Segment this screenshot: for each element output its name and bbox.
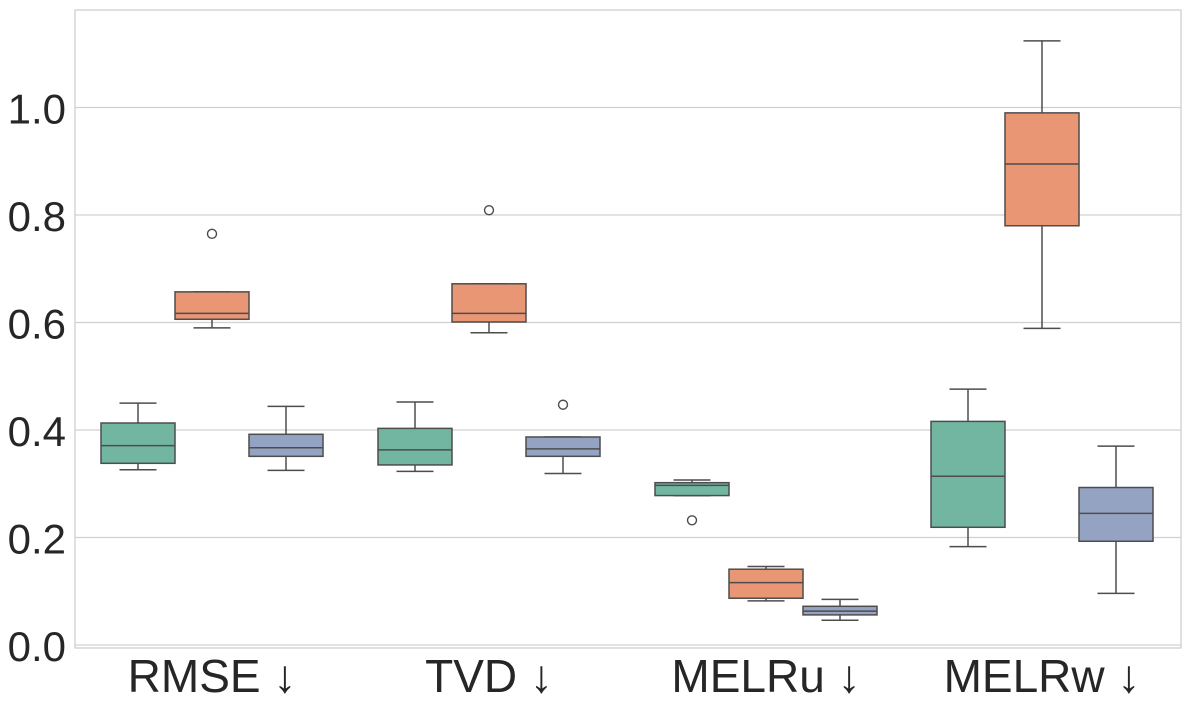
y-tick-label: 0.2: [8, 516, 66, 563]
outlier-point: [557, 399, 569, 410]
box-iqr: [451, 283, 527, 323]
y-axis-ticks: 0.0 0.2 0.4 0.6 0.8 1.0: [8, 86, 66, 671]
box-iqr: [377, 427, 453, 466]
box-iqr: [248, 433, 324, 458]
box-iqr: [100, 422, 176, 465]
box-2-1: [174, 228, 250, 329]
y-tick-label: 0.4: [8, 408, 66, 455]
plot-frame: [74, 9, 1182, 649]
box-3-4: [1078, 445, 1154, 595]
x-tick-label: RMSE ↓: [128, 650, 297, 702]
box-3-2: [525, 399, 601, 475]
x-tick-label: TVD ↓: [425, 650, 553, 702]
grid-layer: [75, 106, 1181, 646]
x-axis-ticks: RMSE ↓ TVD ↓ MELRu ↓ MELRw ↓: [128, 650, 1141, 702]
outlier-point: [206, 228, 218, 240]
x-tick-label: MELRu ↓: [671, 650, 860, 702]
box-iqr: [174, 291, 250, 321]
box-iqr: [1004, 112, 1080, 227]
outlier-point: [483, 204, 495, 216]
outlier-point: [686, 515, 698, 526]
box-1-4: [930, 388, 1006, 548]
box-2-2: [451, 204, 527, 334]
y-tick-label: 1.0: [8, 86, 66, 133]
y-tick-label: 0.8: [8, 193, 66, 240]
box-1-1: [100, 402, 176, 471]
box-3-1: [248, 405, 324, 472]
box-1-3: [654, 479, 730, 526]
y-tick-label: 0.6: [8, 301, 66, 348]
box-3-3: [802, 598, 878, 622]
box-1-2: [377, 401, 453, 473]
box-iqr: [525, 436, 601, 458]
box-iqr: [930, 420, 1006, 529]
x-tick-label: MELRw ↓: [944, 650, 1141, 702]
y-tick-label: 0.0: [8, 623, 66, 670]
box-iqr: [728, 568, 804, 599]
box-2-4: [1004, 40, 1080, 330]
box-2-3: [728, 565, 804, 602]
box-layer: [100, 40, 1154, 622]
box-iqr: [654, 481, 730, 497]
box-iqr: [1078, 486, 1154, 543]
